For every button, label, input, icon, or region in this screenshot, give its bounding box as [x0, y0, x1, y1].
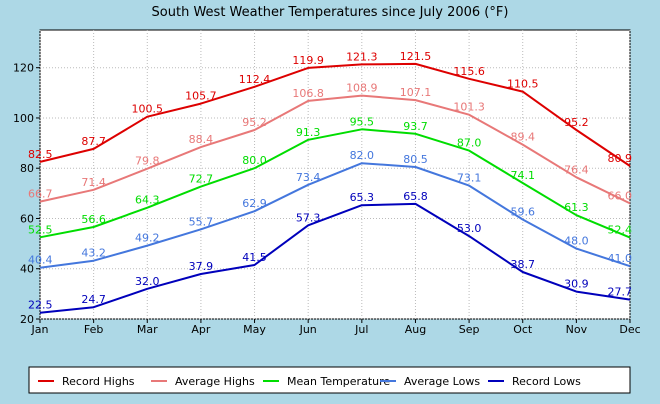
y-tick-label: 60	[20, 212, 34, 225]
x-tick-label: Dec	[619, 323, 640, 336]
legend: Record Highs Average Highs Mean Temperatur…	[38, 375, 581, 388]
data-label: 73.1	[457, 172, 482, 185]
y-tick-label: 120	[13, 62, 34, 75]
data-label: 107.1	[400, 86, 432, 99]
data-label: 73.4	[296, 171, 321, 184]
data-label: 71.4	[81, 176, 106, 189]
data-label: 121.3	[346, 50, 378, 63]
data-label: 82.0	[350, 149, 375, 162]
legend-label: Record Lows	[512, 375, 581, 388]
x-tick-label: Feb	[84, 323, 103, 336]
data-label: 80.9	[608, 152, 633, 165]
legend-label: Record Highs	[62, 375, 135, 388]
axes: Jan Feb Mar Apr May Jun Jul Aug Sep Oct Nov Dec 20 40…	[13, 62, 641, 336]
data-label: 76.4	[564, 163, 589, 176]
data-label: 66.0	[608, 189, 633, 202]
data-label: 27.7	[608, 286, 633, 299]
chart-title: South West Weather Temperatures since Ju…	[152, 5, 509, 20]
series-line-3	[39, 162, 631, 269]
data-label: 88.4	[189, 133, 214, 146]
data-label: 40.4	[28, 254, 53, 267]
data-label: 119.9	[292, 54, 324, 67]
x-tick-label: Jun	[299, 323, 317, 336]
data-label: 53.0	[457, 222, 482, 235]
data-label: 89.4	[510, 131, 535, 144]
legend-label: Mean Temperature	[287, 375, 390, 388]
data-label: 66.7	[28, 188, 53, 201]
data-label: 95.2	[564, 116, 589, 129]
y-tick-label: 80	[20, 162, 34, 175]
data-label: 93.7	[403, 120, 428, 133]
data-label: 59.6	[510, 205, 535, 218]
y-tick-label: 100	[13, 112, 34, 125]
data-label: 57.3	[296, 211, 321, 224]
x-tick-label: Nov	[566, 323, 588, 336]
series-line-1	[39, 94, 631, 205]
data-label: 30.9	[564, 278, 589, 291]
data-label: 37.9	[189, 260, 214, 273]
data-label: 82.5	[28, 148, 53, 161]
data-label: 80.5	[403, 153, 428, 166]
data-label: 41.5	[242, 251, 267, 264]
data-label: 43.2	[81, 247, 106, 260]
x-tick-label: Apr	[191, 323, 211, 336]
y-tick-label: 40	[20, 263, 34, 276]
data-label: 101.3	[453, 101, 485, 114]
data-label: 100.5	[132, 103, 164, 116]
data-label: 87.7	[81, 135, 106, 148]
data-label: 24.7	[81, 293, 106, 306]
series-lines	[39, 62, 631, 314]
legend-label: Average Highs	[175, 375, 255, 388]
data-label: 62.9	[242, 197, 267, 210]
x-tick-label: Aug	[405, 323, 426, 336]
data-label: 95.2	[242, 116, 267, 129]
data-label: 52.5	[28, 223, 53, 236]
data-label: 48.0	[564, 235, 589, 248]
data-label: 79.8	[135, 155, 160, 168]
data-label: 91.3	[296, 126, 321, 139]
data-label: 112.4	[239, 73, 271, 86]
data-label: 106.8	[292, 87, 324, 100]
data-label: 64.3	[135, 194, 160, 207]
data-label: 105.7	[185, 90, 217, 103]
x-tick-label: Mar	[137, 323, 158, 336]
series-line-2	[39, 128, 631, 239]
data-label: 80.0	[242, 154, 267, 167]
y-tick-label: 20	[20, 313, 34, 326]
legend-box	[28, 366, 631, 394]
data-label: 65.8	[403, 190, 428, 203]
x-tick-label: Jul	[354, 323, 368, 336]
data-label: 55.7	[189, 215, 214, 228]
data-label: 115.6	[453, 65, 485, 78]
legend-label: Average Lows	[404, 375, 480, 388]
data-labels: 82.5 87.7 100.5 105.7 112.4 119.9 121.3 121.5 11…	[28, 50, 632, 312]
data-label: 65.3	[350, 191, 375, 204]
data-label: 121.5	[400, 50, 432, 63]
data-label: 74.1	[510, 169, 535, 182]
x-tick-label: Oct	[513, 323, 533, 336]
data-label: 32.0	[135, 275, 160, 288]
x-tick-label: Jan	[31, 323, 49, 336]
series-line-4	[39, 202, 631, 314]
data-label: 72.7	[189, 173, 214, 186]
x-tick-label: May	[243, 323, 266, 336]
data-label: 22.5	[28, 299, 53, 312]
data-label: 56.6	[81, 213, 106, 226]
data-label: 110.5	[507, 78, 539, 91]
data-label: 41.0	[608, 252, 633, 265]
data-label: 52.4	[608, 224, 633, 237]
data-label: 61.3	[564, 201, 589, 214]
data-label: 95.5	[350, 115, 375, 128]
data-label: 108.9	[346, 82, 378, 95]
data-label: 38.7	[510, 258, 535, 271]
data-label: 87.0	[457, 137, 482, 150]
series-line-0	[39, 62, 631, 167]
x-tick-label: Sep	[459, 323, 480, 336]
data-label: 49.2	[135, 232, 160, 245]
